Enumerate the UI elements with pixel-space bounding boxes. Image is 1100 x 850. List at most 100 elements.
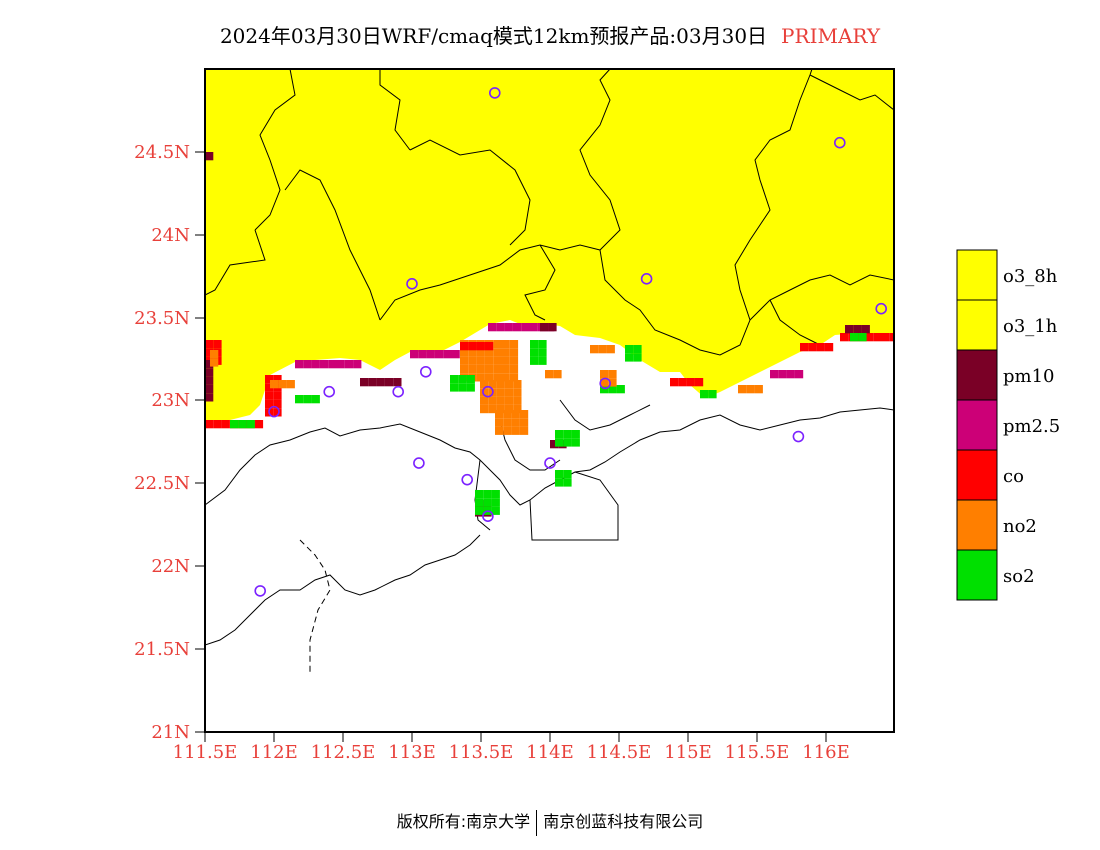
legend-label: pm10: [1003, 366, 1055, 387]
legend-label: so2: [1003, 566, 1035, 587]
cell-so2: [238, 420, 247, 429]
station-marker: [406, 277, 418, 290]
cell-co: [205, 420, 214, 429]
cell-no2: [286, 380, 295, 389]
cell-no2: [553, 370, 562, 379]
station-marker: [482, 510, 494, 523]
cell-no2: [509, 373, 519, 382]
y-axis: 21N 21.5N 22N 22.5N 23N 23.5N 24N 24.5N: [134, 142, 205, 743]
legend-label: pm2.5: [1003, 416, 1060, 437]
cell-co: [273, 399, 282, 409]
cell-so2: [475, 506, 484, 515]
cell-pm10: [205, 384, 214, 394]
legend-label: no2: [1003, 516, 1037, 537]
cell-no2: [754, 385, 763, 394]
cell-no2: [511, 426, 520, 435]
cell-no2: [600, 370, 609, 379]
y-tick-label: 24.5N: [134, 142, 190, 163]
y-tick-label: 22.5N: [134, 473, 190, 494]
cell-co: [265, 399, 274, 409]
cell-so2: [555, 438, 564, 447]
cell-pm25: [344, 360, 354, 369]
cell-pm25: [778, 370, 787, 379]
cell-co: [881, 333, 890, 342]
station-marker: [413, 457, 425, 469]
cell-pm25: [451, 350, 460, 359]
cell-pm25: [443, 350, 452, 359]
cell-so2: [555, 430, 564, 439]
cell-pm25: [488, 323, 497, 332]
y-tick-label: 23.5N: [134, 308, 190, 329]
cell-no2: [484, 364, 494, 374]
cell-so2: [246, 420, 255, 429]
map-title-variable: PRIMARY: [781, 24, 881, 48]
x-tick-label: 114.5E: [587, 742, 652, 763]
cell-no2: [608, 378, 617, 387]
y-tick-label: 21.5N: [134, 639, 190, 660]
cell-so2: [571, 430, 580, 439]
cell-co: [468, 342, 477, 351]
cell-so2: [625, 345, 634, 354]
cell-pm25: [319, 360, 329, 369]
cell-co: [273, 408, 282, 417]
cell-no2: [496, 404, 505, 414]
cell-no2: [493, 356, 502, 365]
cell-so2: [633, 353, 642, 362]
legend-label: o3_8h: [1003, 266, 1058, 287]
cell-pm25: [336, 360, 345, 369]
cell-no2: [493, 364, 502, 374]
cell-co: [670, 378, 679, 387]
station-marker: [268, 405, 280, 418]
cell-no2: [496, 388, 505, 397]
cell-no2: [738, 385, 747, 394]
cell-co: [808, 343, 817, 352]
legend-swatch: [956, 549, 998, 601]
cell-so2: [458, 375, 467, 384]
cell-co: [824, 343, 834, 352]
cell-no2: [519, 426, 529, 435]
cell-so2: [530, 348, 539, 357]
cell-co: [484, 342, 494, 351]
cell-so2: [483, 498, 492, 507]
cell-co: [889, 333, 894, 342]
cell-pm10: [393, 378, 402, 387]
cell-no2: [545, 370, 554, 379]
station-markers: [254, 87, 888, 597]
cell-co: [213, 340, 222, 349]
coastline: [205, 69, 894, 672]
station-marker: [875, 302, 888, 315]
copyright-footer: 版权所有:南京大学 南京创蓝科技有限公司: [0, 808, 1100, 836]
station-marker: [323, 385, 336, 398]
cell-pm25: [328, 360, 337, 369]
cell-so2: [850, 333, 859, 342]
cell-so2: [466, 383, 475, 392]
cell-co: [265, 391, 274, 400]
pollutant-cells: [205, 152, 894, 517]
y-tick-label: 23N: [151, 390, 190, 411]
cell-co: [265, 375, 274, 384]
cell-so2: [491, 490, 500, 499]
cell-no2: [278, 380, 287, 389]
cell-pm10: [360, 378, 369, 387]
legend-label: co: [1003, 466, 1024, 487]
cell-no2: [598, 345, 607, 354]
y-tick-label: 21N: [151, 722, 190, 743]
cell-no2: [513, 404, 522, 414]
cell-so2: [530, 356, 539, 365]
cell-pm10: [205, 360, 214, 369]
cell-co: [273, 391, 282, 400]
legend-swatch: [956, 299, 998, 351]
station-marker: [419, 365, 432, 378]
cell-so2: [483, 490, 492, 499]
cell-no2: [519, 410, 529, 419]
cell-co: [221, 420, 230, 429]
cell-no2: [509, 340, 519, 349]
cell-no2: [460, 364, 469, 374]
cell-no2: [503, 418, 512, 427]
footer-separator: [536, 809, 538, 836]
cell-so2: [858, 333, 867, 342]
cell-no2: [496, 396, 505, 405]
legend-swatch: [956, 249, 998, 301]
station-marker: [392, 385, 405, 398]
cell-co: [273, 375, 282, 384]
